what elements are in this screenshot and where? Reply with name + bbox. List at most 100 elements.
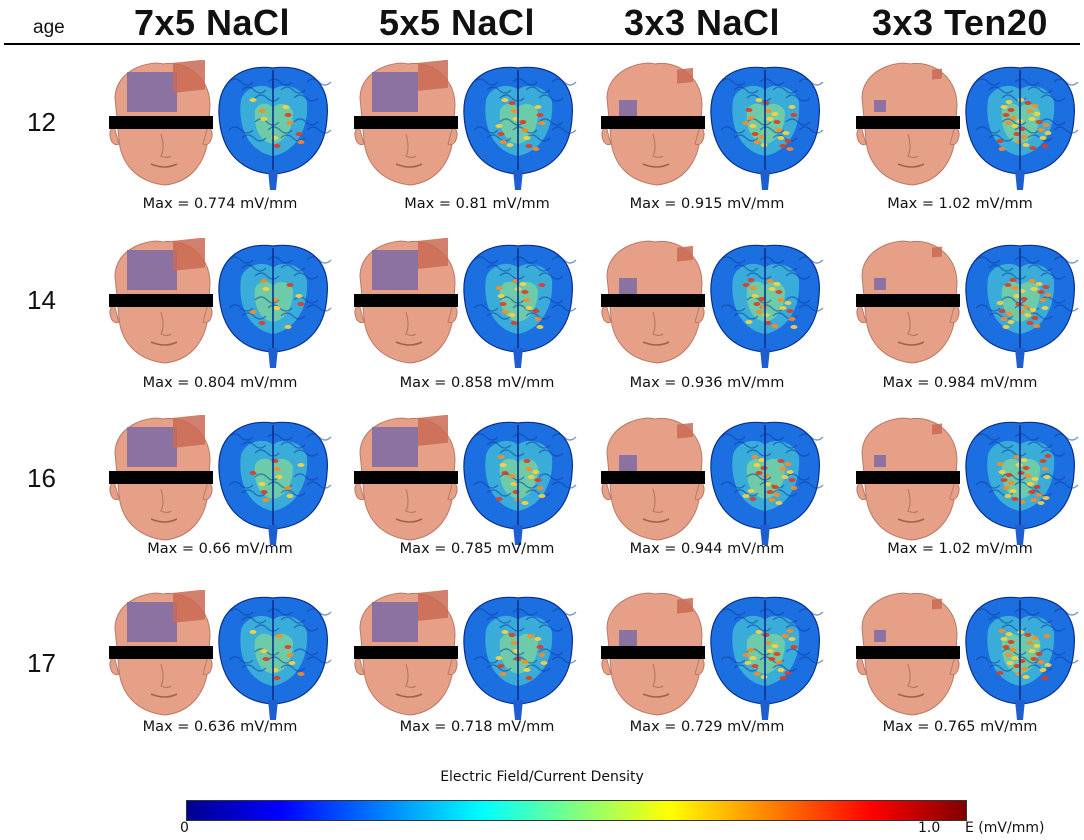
brain-electric-field-map	[463, 596, 577, 720]
header-rule	[4, 43, 1080, 45]
cathode-electrode-pad	[173, 590, 205, 623]
simulation-panel	[350, 238, 590, 368]
brain-electric-field-map	[463, 421, 577, 545]
max-field-value: Max = 0.718 mV/mm	[399, 719, 555, 735]
simulation-panel	[597, 238, 837, 368]
cathode-electrode-pad	[677, 597, 693, 614]
simulation-panel	[597, 415, 837, 545]
colorbar-title: Electric Field/Current Density	[440, 769, 644, 785]
brain-electric-field-map	[463, 244, 577, 368]
head-model	[601, 62, 705, 186]
cathode-electrode-pad	[418, 238, 448, 269]
eye-censor-bar	[856, 471, 960, 484]
eye-censor-bar	[354, 646, 458, 659]
max-field-value: Max = 0.858 mV/mm	[399, 375, 555, 391]
cathode-electrode-pad	[173, 60, 205, 93]
anode-electrode-pad	[619, 100, 637, 118]
eye-censor-bar	[601, 646, 705, 659]
anode-electrode-pad	[127, 427, 177, 467]
head-model	[601, 240, 705, 364]
column-header-3x3-nacl: 3x3 NaCl	[623, 2, 781, 43]
cathode-electrode-pad	[677, 245, 693, 262]
brain-electric-field-map	[965, 66, 1079, 190]
cathode-electrode-pad	[418, 415, 448, 446]
cathode-electrode-pad	[932, 68, 942, 80]
simulation-panel	[852, 60, 1084, 190]
head-model	[354, 238, 458, 364]
head-model	[354, 60, 458, 186]
cathode-electrode-pad	[677, 67, 693, 84]
brain-electric-field-map	[965, 596, 1079, 720]
anode-electrode-pad	[127, 250, 177, 290]
cathode-electrode-pad	[173, 415, 205, 448]
head-model	[109, 60, 213, 186]
brain-electric-field-map	[710, 421, 824, 545]
eye-censor-bar	[856, 116, 960, 129]
brain-electric-field-map	[710, 244, 824, 368]
simulation-panel	[105, 590, 345, 720]
anode-electrode-pad	[127, 602, 177, 642]
head-model	[109, 415, 213, 541]
max-field-value: Max = 0.915 mV/mm	[629, 196, 785, 212]
head-model	[109, 238, 213, 364]
max-field-value: Max = 0.636 mV/mm	[142, 719, 298, 735]
simulation-panel	[350, 415, 590, 545]
simulation-panel	[350, 60, 590, 190]
max-field-value: Max = 0.66 mV/mm	[147, 541, 293, 557]
colorbar	[186, 800, 967, 821]
head-model	[856, 240, 960, 364]
max-field-value: Max = 0.774 mV/mm	[142, 196, 298, 212]
anode-electrode-pad	[874, 455, 886, 467]
brain-electric-field-map	[965, 244, 1079, 368]
max-field-value: Max = 1.02 mV/mm	[887, 541, 1033, 557]
brain-electric-field-map	[218, 244, 332, 368]
eye-censor-bar	[601, 116, 705, 129]
cathode-electrode-pad	[677, 422, 693, 439]
anode-electrode-pad	[372, 250, 418, 290]
colorbar-unit-label: E (mV/mm)	[965, 820, 1045, 836]
head-model	[354, 415, 458, 541]
eye-censor-bar	[109, 116, 213, 129]
simulation-panel	[105, 415, 345, 545]
head-model	[856, 62, 960, 186]
cathode-electrode-pad	[418, 590, 448, 621]
anode-electrode-pad	[619, 630, 637, 648]
age-label: 16	[27, 463, 56, 493]
anode-electrode-pad	[372, 427, 418, 467]
eye-censor-bar	[856, 646, 960, 659]
cathode-electrode-pad	[932, 598, 942, 610]
column-header-5x5-nacl: 5x5 NaCl	[378, 2, 536, 43]
max-field-value: Max = 0.984 mV/mm	[882, 375, 1038, 391]
head-model	[601, 592, 705, 716]
max-field-value: Max = 0.81 mV/mm	[404, 196, 550, 212]
brain-electric-field-map	[218, 421, 332, 545]
cathode-electrode-pad	[932, 246, 942, 258]
head-model	[354, 590, 458, 716]
head-model	[856, 592, 960, 716]
age-column-header: age	[33, 17, 65, 38]
eye-censor-bar	[109, 471, 213, 484]
simulation-panel	[350, 590, 590, 720]
column-header-7x5-nacl: 7x5 NaCl	[133, 2, 291, 43]
head-model	[601, 417, 705, 541]
eye-censor-bar	[856, 294, 960, 307]
simulation-panel	[852, 415, 1084, 545]
brain-electric-field-map	[218, 596, 332, 720]
head-model	[856, 417, 960, 541]
max-field-value: Max = 0.785 mV/mm	[399, 541, 555, 557]
simulation-panel	[852, 238, 1084, 368]
anode-electrode-pad	[874, 630, 886, 642]
eye-censor-bar	[601, 294, 705, 307]
max-field-value: Max = 0.936 mV/mm	[629, 375, 785, 391]
eye-censor-bar	[109, 294, 213, 307]
simulation-panel	[597, 60, 837, 190]
cathode-electrode-pad	[932, 423, 942, 435]
max-field-value: Max = 1.02 mV/mm	[887, 196, 1033, 212]
max-field-value: Max = 0.765 mV/mm	[882, 719, 1038, 735]
max-field-value: Max = 0.944 mV/mm	[629, 541, 785, 557]
brain-electric-field-map	[710, 66, 824, 190]
brain-electric-field-map	[218, 66, 332, 190]
head-model	[109, 590, 213, 716]
anode-electrode-pad	[619, 278, 637, 296]
simulation-panel	[852, 590, 1084, 720]
